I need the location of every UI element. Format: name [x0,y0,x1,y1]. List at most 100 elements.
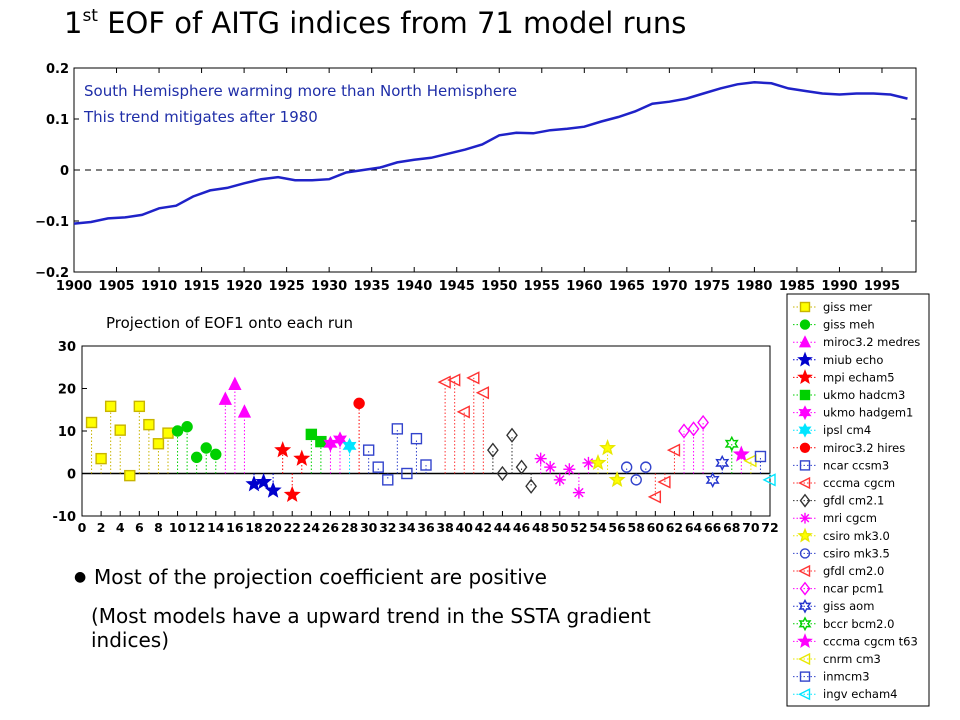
x-tick-label: 0 [78,520,87,535]
y-tick-label: 0.2 [46,62,69,77]
legend-marker [799,548,811,559]
x-tick-label: 1900 [56,279,92,294]
y-tick-label: 0.1 [46,113,69,128]
data-point [563,463,576,476]
legend-marker [798,652,811,666]
legend-label: cnrm cm3 [823,652,881,666]
y-tick-label: −0.1 [35,215,69,230]
x-tick-label: 32 [379,520,396,535]
x-tick-label: 60 [647,520,665,535]
legend-label: ingv echam4 [823,687,898,701]
data-point [599,439,617,456]
data-point [124,469,136,482]
legend-label: mpi echam5 [823,370,895,384]
legend-label: cccma cgcm [823,476,895,490]
y-tick-label: 10 [58,425,76,440]
legend-marker [797,369,813,385]
x-tick-label: 72 [761,520,778,535]
x-tick-label: 1930 [311,279,347,294]
data-point [293,449,311,466]
legend-marker [797,527,813,543]
legend-label: giss aom [823,599,874,613]
data-point [589,454,607,471]
x-tick-label: 1920 [226,279,262,294]
x-tick-label: 52 [570,520,587,535]
x-tick-label: 1960 [566,279,602,294]
data-point [475,386,490,400]
data-point [754,450,767,463]
data-point [437,375,451,389]
data-point [410,432,423,445]
legend-label: miub echo [823,353,883,367]
x-tick-label: 22 [284,520,301,535]
legend-label: ipsl cm4 [823,423,871,437]
x-tick-label: 48 [532,520,549,535]
bullet-dot-icon: ● [74,569,87,585]
x-tick-label: 50 [551,520,569,535]
data-point [715,454,730,471]
data-point [218,391,232,405]
x-tick-label: 14 [207,520,225,535]
data-point [143,418,155,431]
data-point [608,471,626,488]
data-point [544,461,557,474]
legend-marker [798,616,812,632]
data-point [487,442,499,458]
data-point [255,473,273,490]
x-tick-label: 42 [475,520,492,535]
data-point [104,400,117,413]
y-tick-label: 30 [58,340,76,355]
data-point [705,471,720,488]
data-point [630,474,642,486]
legend-marker [799,460,811,471]
legend-marker [798,335,812,348]
x-tick-label: 24 [303,520,321,535]
data-point [210,448,222,461]
legend-label: gfdl cm2.0 [823,564,884,578]
data-point [228,376,242,390]
eof-timeseries-chart: −0.2 −0.1 0 0.1 0.2 1900 1905 1910 1915 1920 1925 1… [35,62,917,294]
data-point [152,438,165,450]
legend-marker [798,564,811,578]
data-point [190,451,203,464]
x-tick-label: 1950 [481,279,517,294]
data-point [640,461,652,473]
legend-label: cccma cgcm t63 [823,634,918,648]
x-tick-label: 2 [97,520,106,535]
x-tick-label: 20 [264,520,282,535]
data-point [697,414,709,431]
data-point [666,443,681,457]
data-point [657,475,671,489]
data-point [171,425,184,437]
x-tick-label: 1925 [269,279,305,294]
legend-label: bccr bcm2.0 [823,617,894,631]
annotation-line-2: This trend mitigates after 1980 [84,108,318,126]
data-point [342,437,357,454]
title-rest: EOF of AITG indices from 71 model runs [97,6,687,40]
data-point [264,481,282,498]
legend-label: giss mer [823,300,872,314]
legend-marker [798,688,811,701]
data-point [466,371,480,385]
legend-marker [799,493,811,508]
legend-label: miroc3.2 medres [823,335,920,349]
x-tick-label: 58 [628,520,645,535]
data-point [283,485,301,502]
x-tick-label: 40 [456,520,474,535]
x-tick-label: 26 [322,520,340,535]
title-superscript: st [82,6,98,26]
legend-label: mri cgcm [823,511,877,525]
data-point [382,474,394,486]
x-tick-label: 12 [188,520,205,535]
data-point [391,423,404,435]
data-point [372,461,384,473]
x-tick-label: 28 [341,520,358,535]
bullet-point: ● Most of the projection coefficient are … [74,565,547,589]
slide-title: 1st EOF of AITG indices from 71 model ru… [64,6,686,40]
data-point [333,431,347,448]
x-tick-label: 8 [154,520,163,535]
legend-label: csiro mk3.0 [823,529,890,543]
title-prefix: 1 [64,6,83,40]
x-tick-label: 1905 [98,279,134,294]
